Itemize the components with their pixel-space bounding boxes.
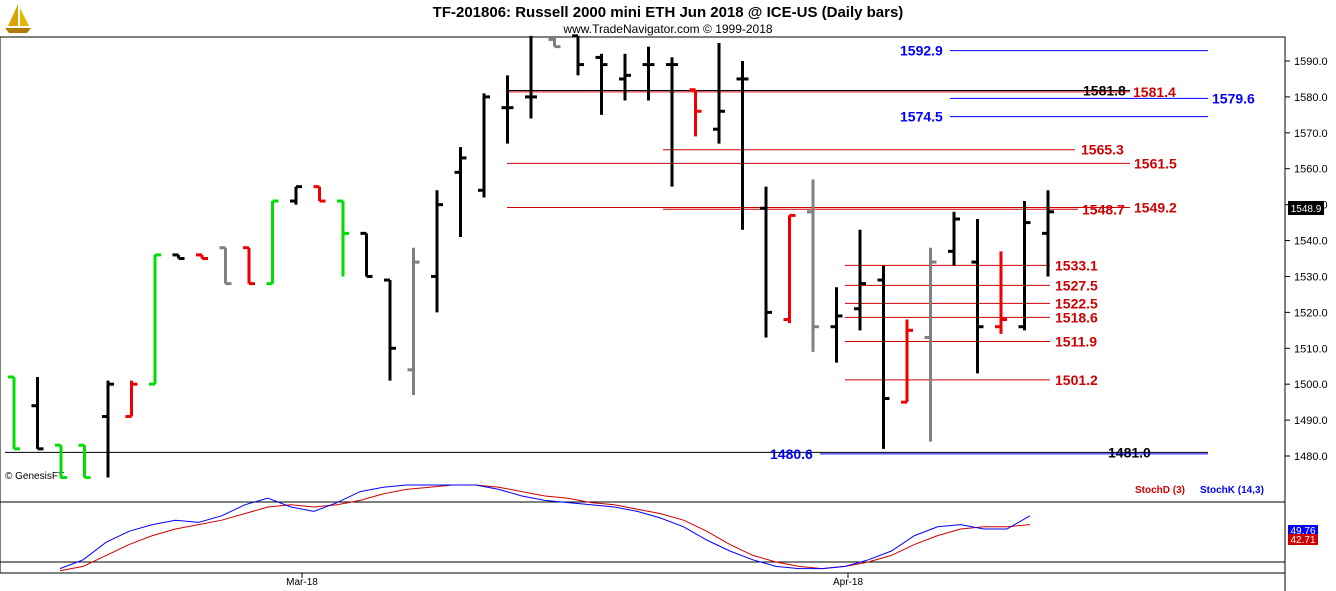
y-tick-label: 1520.0 [1294, 307, 1328, 319]
ohlc-bar [924, 247, 937, 442]
ohlc-bar [337, 199, 349, 277]
y-tick-label: 1510.0 [1294, 343, 1328, 355]
stochk-line [59, 484, 1031, 570]
ohlc-bar [55, 443, 67, 480]
level-label: 1533.1 [1055, 257, 1098, 273]
y-tick-label: 1580.0 [1294, 92, 1328, 104]
level-label: 1565.3 [1081, 142, 1124, 158]
svg-text:49.76: 49.76 [1290, 526, 1315, 537]
y-tick-label: 1560.0 [1294, 164, 1328, 176]
level-label: 1548.7 [1082, 201, 1125, 217]
ohlc-bar [31, 377, 44, 451]
level-label: 1501.2 [1055, 372, 1098, 388]
ohlc-bar [1042, 190, 1054, 277]
ohlc-bar [807, 179, 819, 352]
ohlc-bar [478, 93, 490, 198]
levels-layer: 1592.9 1581.8 1581.4 1579.6 1574.5 1565.3 1561… [5, 43, 1255, 462]
level-label: 1574.5 [900, 109, 943, 125]
copyright-text: © GenesisFT [5, 471, 64, 482]
ohlc-bar [783, 213, 796, 324]
ohlc-bar [219, 246, 232, 286]
ohlc-bar [196, 253, 208, 260]
ohlc-bar [78, 443, 91, 480]
svg-text:42.71: 42.71 [1290, 535, 1315, 546]
level-label: 1481.0 [1108, 444, 1151, 460]
chart-frame [0, 36, 1286, 574]
ohlc-bar [360, 231, 373, 278]
level-label: 1581.8 [1083, 82, 1126, 98]
ohlc-bar [454, 147, 467, 237]
chart-subtitle: www.TradeNavigator.com © 1999-2018 [562, 22, 772, 36]
level-label: 1518.6 [1055, 309, 1098, 325]
ohlc-bar [243, 246, 255, 286]
x-tick-label: Apr-18 [833, 577, 863, 588]
bars-layer [8, 34, 1054, 480]
level-label: 1579.6 [1212, 90, 1255, 106]
stochd-legend: StochD (3) [1135, 485, 1185, 496]
level-label: 1527.5 [1055, 277, 1098, 293]
x-tick-label: Mar-18 [286, 577, 318, 588]
stochk-value-tag: 49.76 [1288, 525, 1318, 537]
ohlc-bar [901, 319, 913, 404]
ohlc-bar [313, 185, 326, 203]
ohlc-bar [1018, 201, 1031, 331]
x-axis: Mar-18 Apr-18 [286, 573, 863, 588]
stochd-value-tag: 42.71 [1288, 534, 1318, 546]
level-label: 1561.5 [1134, 155, 1177, 171]
level-label: 1549.2 [1134, 200, 1177, 216]
ohlc-bar [854, 229, 866, 331]
level-label: 1511.9 [1055, 333, 1097, 349]
y-tick-label: 1530.0 [1294, 271, 1328, 283]
y-tick-label: 1490.0 [1294, 415, 1328, 427]
stochk-legend: StochK (14,3) [1200, 485, 1264, 496]
y-tick-label: 1570.0 [1294, 128, 1328, 140]
ohlc-bar [948, 211, 960, 266]
level-label: 1581.4 [1133, 84, 1176, 100]
ohlc-bar [830, 287, 843, 363]
level-label: 1592.9 [900, 43, 943, 59]
ohlc-bar [995, 251, 1007, 334]
ohlc-bar [431, 190, 443, 313]
ohlc-bar [971, 219, 984, 374]
last-price-text: 1548.9 [1291, 204, 1322, 215]
ohlc-bar [760, 186, 772, 338]
ohlc-bar [384, 278, 396, 381]
ohlc-bar [266, 199, 279, 286]
ohlc-bar [125, 380, 138, 418]
y-tick-label: 1590.0 [1294, 56, 1328, 68]
ohlc-bar [102, 380, 114, 478]
ohlc-bar [689, 88, 702, 137]
ohlc-bar [8, 375, 20, 451]
sailboat-logo-icon [3, 2, 33, 34]
y-axis: 1480.0 1490.0 1500.0 1510.0 1520.0 1530.0 1540… [1285, 56, 1328, 463]
ohlc-bar [713, 43, 725, 144]
y-tick-label: 1480.0 [1294, 451, 1328, 463]
ohlc-bar [877, 265, 890, 449]
level-label: 1522.5 [1055, 295, 1098, 311]
y-tick-label: 1500.0 [1294, 379, 1328, 391]
stoch-layer [59, 484, 1031, 572]
level-label: 1480.6 [770, 446, 813, 462]
ohlc-bar [290, 185, 302, 205]
chart-title: TF-201806: Russell 2000 mini ETH Jun 201… [433, 4, 904, 21]
ohlc-bar [642, 46, 655, 101]
y-tick-label: 1540.0 [1294, 236, 1328, 248]
ohlc-bar [666, 57, 678, 187]
stochd-line [59, 484, 1031, 572]
ohlc-bar [172, 253, 185, 260]
ohlc-bar [525, 35, 537, 119]
ohlc-bar [407, 247, 420, 395]
ohlc-bar [548, 35, 561, 49]
ohlc-bar [572, 34, 584, 76]
ohlc-bar [619, 53, 631, 101]
ohlc-bar [149, 253, 161, 386]
ohlc-bar [595, 53, 608, 115]
last-price-tag: 1548.9 [1288, 201, 1324, 215]
ohlc-bar [501, 75, 514, 144]
ohlc-bar [736, 61, 749, 230]
